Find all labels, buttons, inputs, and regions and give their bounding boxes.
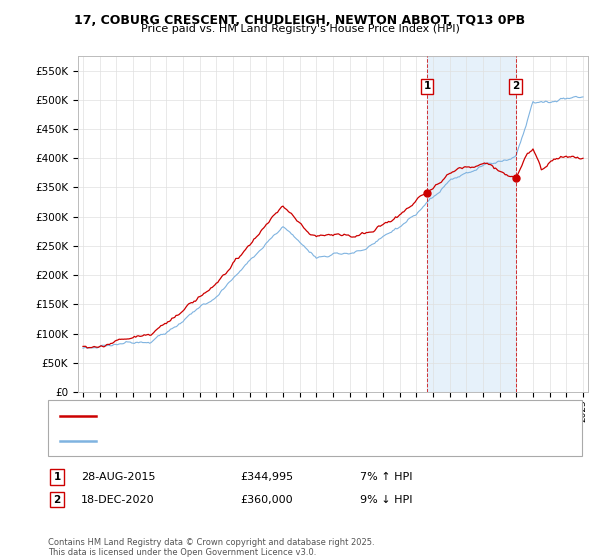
Text: 18-DEC-2020: 18-DEC-2020: [81, 494, 155, 505]
Text: 9% ↓ HPI: 9% ↓ HPI: [360, 494, 413, 505]
Text: Price paid vs. HM Land Registry's House Price Index (HPI): Price paid vs. HM Land Registry's House …: [140, 24, 460, 34]
Text: 17, COBURG CRESCENT, CHUDLEIGH, NEWTON ABBOT, TQ13 0PB (detached house): 17, COBURG CRESCENT, CHUDLEIGH, NEWTON A…: [105, 411, 516, 421]
Text: 28-AUG-2015: 28-AUG-2015: [81, 472, 155, 482]
Text: 2: 2: [512, 81, 520, 91]
Text: 1: 1: [424, 81, 431, 91]
Text: 1: 1: [53, 472, 61, 482]
Text: Contains HM Land Registry data © Crown copyright and database right 2025.
This d: Contains HM Land Registry data © Crown c…: [48, 538, 374, 557]
Bar: [427, 56, 515, 392]
Text: 2: 2: [53, 494, 61, 505]
Text: 7% ↑ HPI: 7% ↑ HPI: [360, 472, 413, 482]
Text: £344,995: £344,995: [240, 472, 293, 482]
Text: 17, COBURG CRESCENT, CHUDLEIGH, NEWTON ABBOT, TQ13 0PB: 17, COBURG CRESCENT, CHUDLEIGH, NEWTON A…: [74, 14, 526, 27]
Text: £360,000: £360,000: [240, 494, 293, 505]
Text: HPI: Average price, detached house, Teignbridge: HPI: Average price, detached house, Teig…: [105, 436, 343, 446]
